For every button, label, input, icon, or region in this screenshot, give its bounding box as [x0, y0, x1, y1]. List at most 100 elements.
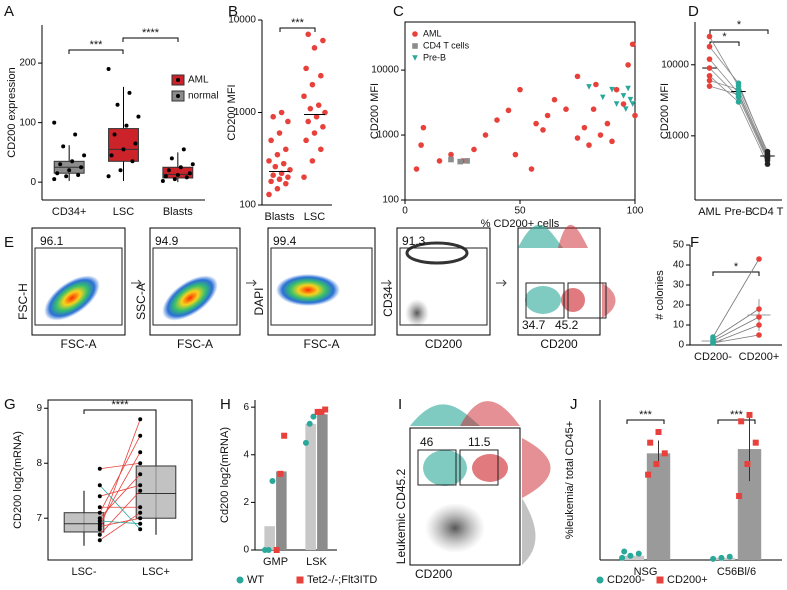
data-point: [55, 171, 60, 176]
legend-marker: [412, 43, 418, 49]
data-point: [645, 471, 652, 478]
legend-label: Pre-B: [423, 52, 446, 62]
data-point: [281, 432, 288, 439]
panel-label: C: [393, 3, 404, 20]
pair-line: [99, 520, 141, 525]
data-point: [115, 102, 120, 107]
data-point: [305, 118, 312, 125]
data-point: [97, 505, 102, 510]
data-point: [494, 117, 500, 123]
bar: [317, 414, 328, 550]
data-point: [710, 334, 716, 340]
data-point: [274, 185, 281, 192]
data-point: [609, 86, 615, 93]
x-tick-label: GMP: [263, 556, 288, 568]
legend-marker: [236, 576, 244, 584]
gate-value: 46: [420, 435, 434, 449]
data-point: [127, 90, 132, 95]
data-point: [574, 135, 581, 141]
y-tick-label: 1000: [377, 130, 400, 141]
y-tick-label: 10000: [371, 65, 399, 76]
x-tick-label: Pre-B: [724, 206, 752, 218]
data-point: [307, 105, 314, 112]
data-point: [61, 144, 66, 149]
y-axis-label: DAPI: [252, 287, 266, 315]
significance-bracket: [122, 37, 179, 42]
data-point: [706, 33, 713, 40]
data-point: [52, 177, 57, 182]
gate: [152, 247, 238, 326]
data-point: [613, 86, 620, 93]
x-tick-label: CD4 T: [752, 206, 784, 218]
data-point: [73, 132, 78, 137]
data-point: [318, 72, 324, 79]
data-point: [647, 439, 654, 446]
data-point: [97, 521, 102, 526]
data-point: [285, 118, 291, 125]
data-point: [97, 518, 102, 523]
data-point: [133, 141, 138, 146]
data-point: [621, 548, 628, 555]
legend-label: CD200-: [607, 574, 645, 586]
flow-cloud: [162, 275, 218, 321]
data-point: [269, 477, 276, 484]
x-tick-label: LSC-: [71, 566, 96, 578]
panel-label: I: [398, 396, 402, 413]
data-point: [313, 113, 320, 120]
data-point: [118, 168, 123, 173]
data-point: [756, 306, 762, 312]
bar: [646, 453, 671, 560]
data-point: [138, 417, 143, 422]
data-point: [112, 132, 117, 137]
x-axis-label: FSC-A: [61, 337, 97, 351]
y-tick-label: 1000: [234, 107, 257, 118]
x-tick-label: 50: [514, 206, 526, 217]
data-point: [97, 494, 102, 499]
data-point: [706, 43, 713, 50]
data-point: [735, 86, 742, 93]
data-point: [597, 132, 604, 138]
data-point: [310, 413, 317, 420]
data-point: [756, 322, 762, 328]
y-tick-label: 0: [243, 545, 249, 556]
y-axis-label: SSC-A: [134, 283, 148, 320]
data-point: [471, 146, 477, 153]
data-point: [268, 137, 274, 144]
data-point: [138, 516, 143, 521]
data-point: [563, 106, 569, 112]
y-tick-label: 0: [30, 177, 36, 188]
data-point: [627, 552, 634, 559]
x-tick-label: LSK: [306, 556, 327, 568]
data-point: [266, 191, 272, 198]
y-tick-label: 200: [19, 58, 36, 69]
data-point: [270, 113, 277, 120]
y-tick-label: 7: [36, 513, 42, 524]
legend-label: CD200+: [667, 574, 708, 586]
panel-label: E: [4, 234, 14, 251]
x-tick-label: LSC+: [142, 566, 170, 578]
gate: [525, 282, 565, 319]
data-point: [653, 461, 660, 467]
data-point: [97, 532, 102, 537]
data-point: [738, 418, 745, 425]
y-axis-label: CD34: [381, 286, 395, 317]
gate-value: 99.4: [273, 234, 297, 248]
data-point: [82, 153, 87, 158]
gate-value: 34.7: [522, 318, 546, 332]
data-point: [581, 124, 588, 131]
y-tick-label: 10000: [661, 59, 689, 70]
gate-value: 94.9: [155, 234, 179, 248]
y-axis-label: Leukemic CD45.2: [394, 468, 408, 564]
significance-label: ****: [111, 399, 129, 411]
data-point: [79, 165, 84, 170]
data-point: [619, 554, 626, 561]
data-point: [482, 132, 489, 138]
legend-marker: [412, 55, 418, 61]
data-point: [448, 151, 454, 158]
box: [135, 465, 177, 519]
data-point: [309, 81, 316, 88]
histogram: [410, 404, 480, 426]
bar: [276, 471, 287, 550]
data-point: [302, 439, 309, 446]
x-tick-label: CD200+: [739, 351, 780, 363]
